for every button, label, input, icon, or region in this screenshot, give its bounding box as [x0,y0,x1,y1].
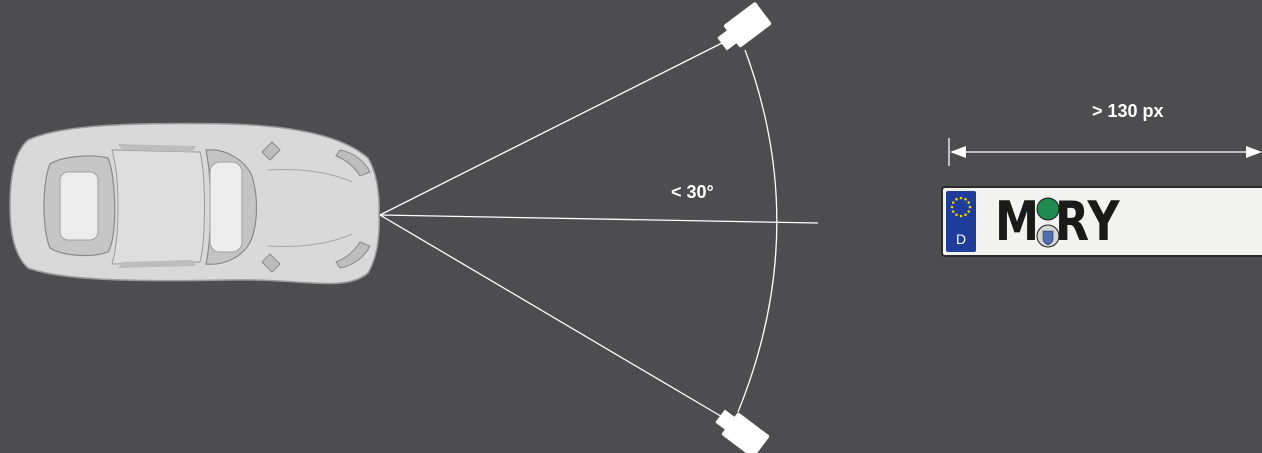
camera-icon [715,409,770,453]
inspection-sticker-icon [1036,197,1060,221]
car-headlight-right [335,241,371,269]
car-mirror-left [261,141,281,161]
plate-number: RY 417 [1055,190,1149,256]
plate-district-code: M [995,190,1040,253]
car-side-window-left [118,144,196,152]
car-headlight-left [335,149,371,177]
car-mirror-right [261,253,281,273]
fov-center-axis [379,214,819,224]
plate-country-code: D [955,231,967,247]
fov-upper-ray [379,41,725,216]
plate-width-dimension [948,138,1262,166]
car-side-window-right [118,260,196,268]
field-of-view [379,41,819,419]
plate-stickers [1036,197,1060,248]
dimension-arrow-right [1246,146,1262,158]
plate-width-label: > 130 px [1092,101,1164,121]
car-roof [111,149,205,265]
dimension-arrow-left [950,146,966,158]
license-plate: D M RY 417 [941,186,1262,257]
car-hood-line-left [267,169,353,183]
angle-label: < 30° [671,182,714,202]
car-windshield-glass [209,161,243,253]
car-rear-screen [59,171,99,241]
fov-lower-ray [379,214,725,419]
camera-icon [717,2,772,51]
car-top-view [9,122,380,285]
fov-angle-arc [737,49,778,413]
eu-band: D [946,191,976,252]
eu-stars-icon [950,196,972,218]
car-hood-line-right [267,233,353,247]
